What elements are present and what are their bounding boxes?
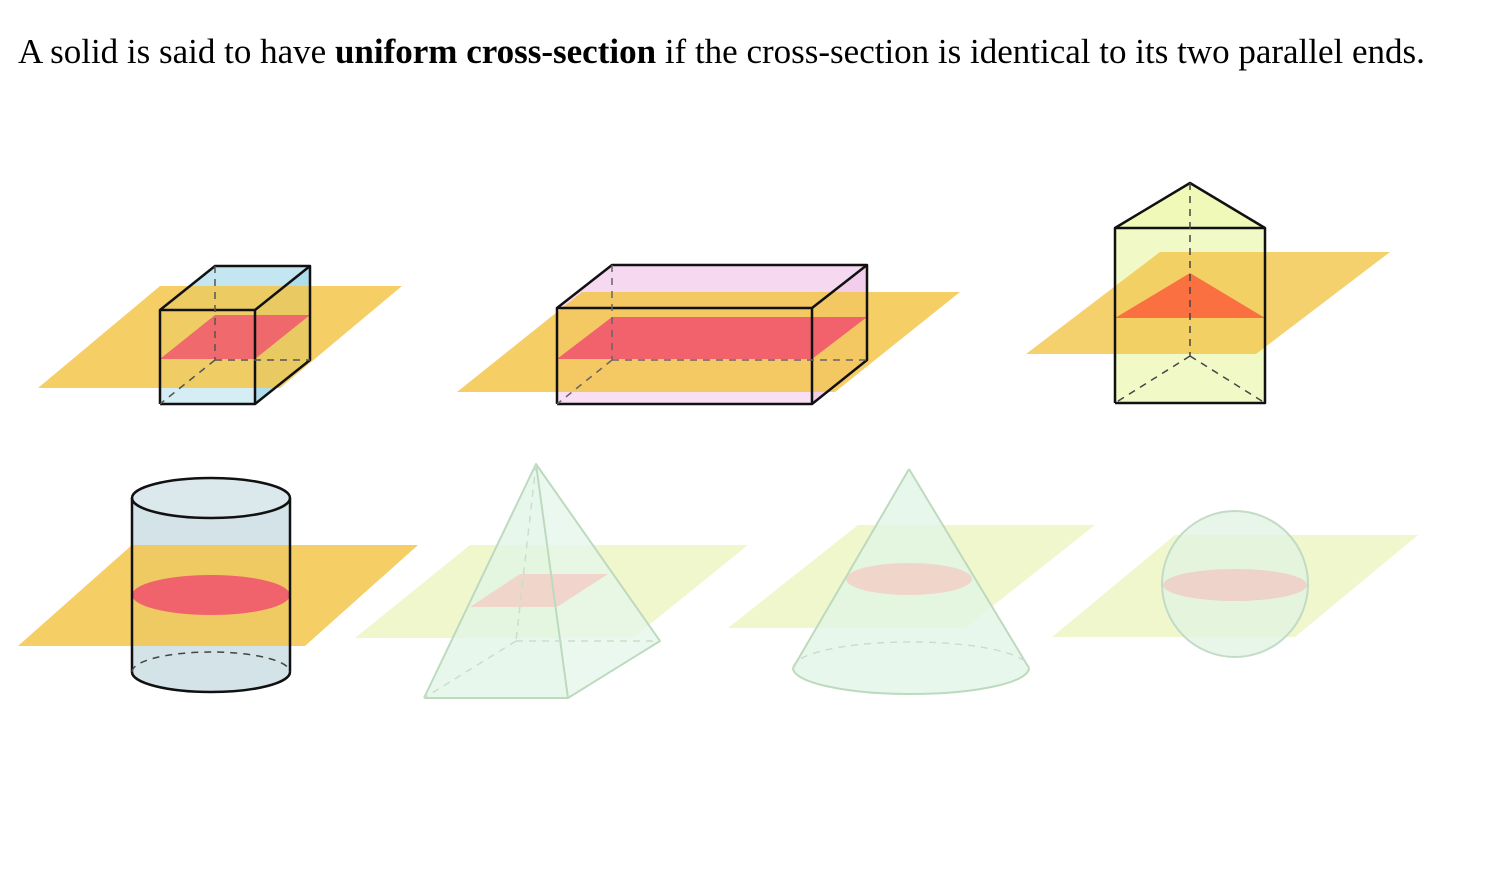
definition-term: uniform cross-section <box>334 32 657 71</box>
definition-text-before: A solid is said to have <box>18 32 335 71</box>
prism-top-face <box>1115 183 1265 228</box>
triangular-prism-solid <box>1026 181 1390 405</box>
pyramid-right-face <box>536 464 660 698</box>
cone-solid <box>728 468 1095 695</box>
definition-paragraph: A solid is said to have uniform cross-se… <box>18 20 1458 83</box>
solids-illustration <box>18 181 1418 699</box>
cross-section-figure <box>0 160 1492 720</box>
cylinder-top-face <box>132 478 290 518</box>
pyramid-solid <box>355 463 748 699</box>
prism-cross-section <box>1115 273 1265 318</box>
cylinder-solid <box>18 476 418 694</box>
sphere-solid <box>1052 510 1418 658</box>
cube-cross-section <box>160 315 310 359</box>
cone-cross-section <box>846 563 972 595</box>
definition-text-after: if the cross-section is identical to its… <box>656 32 1425 71</box>
sphere-cross-section <box>1163 569 1307 601</box>
box-solid <box>457 263 960 406</box>
pyramid-front-face <box>424 464 568 698</box>
box-cross-section <box>557 317 867 359</box>
pyramid-cross-section <box>470 574 608 607</box>
cube-solid <box>38 264 402 406</box>
cylinder-cross-section <box>132 575 290 615</box>
